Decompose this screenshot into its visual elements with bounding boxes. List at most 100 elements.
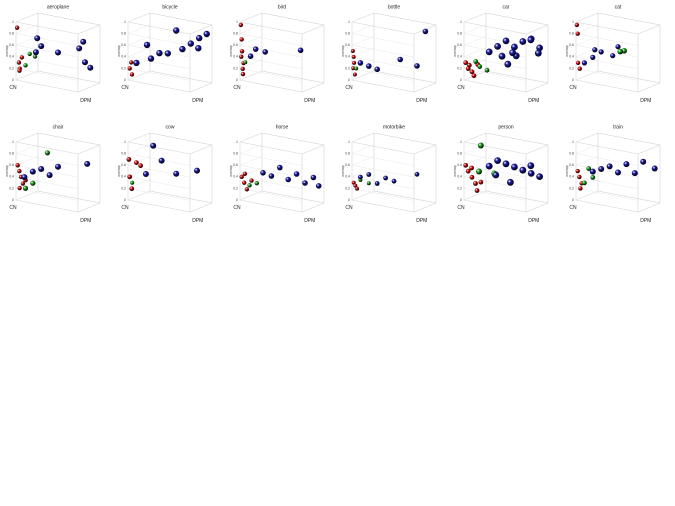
z-axis-label: overlap bbox=[117, 45, 121, 57]
box-edge bbox=[597, 12, 661, 26]
point bbox=[293, 171, 300, 177]
box-edge bbox=[373, 70, 437, 84]
point bbox=[142, 171, 149, 178]
z-tick-label: 0.2 bbox=[345, 66, 350, 70]
grid-line bbox=[127, 33, 191, 46]
point bbox=[492, 171, 500, 179]
grid-line bbox=[127, 144, 151, 154]
point bbox=[527, 170, 535, 177]
panel: bird 0 0.2 0.4 0.6 0.8 1 overlap CN DPM bbox=[229, 4, 325, 104]
grid-line bbox=[575, 165, 639, 178]
grid-line bbox=[127, 199, 191, 213]
point bbox=[127, 174, 133, 180]
grid-line bbox=[239, 33, 303, 46]
point bbox=[84, 160, 91, 167]
box-edge bbox=[37, 70, 101, 84]
z-tick-label: 0.4 bbox=[569, 55, 574, 59]
grid-line bbox=[351, 199, 415, 213]
x-axis-label: CN bbox=[9, 205, 17, 211]
grid-line bbox=[15, 132, 39, 143]
point bbox=[575, 31, 580, 36]
point bbox=[477, 64, 483, 69]
grid-line bbox=[463, 190, 487, 201]
panel: car 0 0.2 0.4 0.6 0.8 1 overlap CN DPM bbox=[453, 4, 549, 104]
point bbox=[17, 185, 22, 191]
point bbox=[351, 54, 356, 59]
grid-line bbox=[463, 176, 527, 189]
y-axis-label: DPM bbox=[304, 218, 315, 224]
point bbox=[34, 35, 41, 42]
point bbox=[536, 173, 543, 181]
panel: cow 0 0.2 0.4 0.6 0.8 1 overlap CN DPM bbox=[117, 124, 213, 224]
point bbox=[498, 52, 506, 60]
point bbox=[32, 54, 38, 59]
grid-line bbox=[127, 190, 151, 201]
point bbox=[502, 160, 510, 168]
x-axis-label: CN bbox=[233, 85, 241, 91]
point bbox=[315, 183, 322, 189]
box-edge bbox=[637, 144, 661, 155]
point bbox=[640, 158, 647, 165]
z-tick-label: 0.6 bbox=[121, 163, 126, 167]
y-axis-label: DPM bbox=[80, 218, 91, 224]
chart-title: bird bbox=[278, 4, 287, 10]
point bbox=[239, 37, 244, 42]
box-edge bbox=[301, 144, 325, 155]
box-edge bbox=[77, 82, 101, 93]
point bbox=[285, 176, 292, 183]
grid-line bbox=[239, 45, 303, 58]
z-axis-label: overlap bbox=[117, 165, 121, 177]
z-tick-label: 0.6 bbox=[9, 163, 14, 167]
chart-title: cat bbox=[615, 4, 622, 10]
point bbox=[15, 163, 20, 168]
grid-line bbox=[15, 56, 79, 69]
z-tick-label: 0 bbox=[572, 78, 574, 82]
point bbox=[55, 49, 61, 56]
grid-line bbox=[15, 190, 39, 201]
grid-line bbox=[239, 199, 303, 213]
point bbox=[82, 59, 88, 66]
grid-line bbox=[463, 167, 487, 177]
grid-line bbox=[15, 79, 79, 93]
grid-line bbox=[463, 156, 487, 166]
z-tick-label: 0 bbox=[12, 78, 14, 82]
box-edge bbox=[261, 190, 325, 204]
panel: motorbike 0 0.2 0.4 0.6 0.8 1 overlap CN DPM bbox=[341, 124, 437, 224]
x-axis-label: CN bbox=[345, 85, 353, 91]
grid-line bbox=[127, 141, 191, 155]
grid-line bbox=[239, 132, 263, 143]
grid-line bbox=[239, 70, 263, 81]
grid-line bbox=[239, 156, 263, 166]
point bbox=[21, 174, 28, 181]
box-edge bbox=[189, 24, 213, 35]
grid-line bbox=[575, 144, 599, 154]
z-tick-label: 0.6 bbox=[121, 43, 126, 47]
y-axis-label: DPM bbox=[640, 218, 651, 224]
point bbox=[366, 172, 372, 177]
box-edge bbox=[485, 70, 549, 84]
point bbox=[494, 157, 501, 165]
grid-line bbox=[463, 21, 527, 35]
grid-line bbox=[127, 70, 151, 81]
point bbox=[262, 49, 269, 55]
point bbox=[134, 160, 139, 166]
point bbox=[507, 178, 514, 186]
point bbox=[469, 165, 474, 171]
grid-line bbox=[351, 68, 415, 81]
z-tick-label: 1 bbox=[348, 140, 350, 144]
x-axis-label: CN bbox=[457, 85, 465, 91]
grid-line bbox=[127, 24, 151, 34]
point bbox=[536, 44, 543, 52]
point bbox=[651, 165, 658, 172]
grid-line bbox=[127, 176, 191, 189]
point bbox=[27, 51, 32, 57]
grid-line bbox=[15, 144, 39, 154]
z-tick-label: 0.8 bbox=[569, 152, 574, 156]
z-tick-label: 0.8 bbox=[9, 32, 14, 36]
z-tick-label: 1 bbox=[460, 20, 462, 24]
grid-line bbox=[351, 47, 375, 57]
box-edge bbox=[149, 70, 213, 84]
grid-line bbox=[15, 165, 79, 178]
z-tick-label: 0.8 bbox=[233, 152, 238, 156]
grid-line bbox=[575, 68, 639, 81]
